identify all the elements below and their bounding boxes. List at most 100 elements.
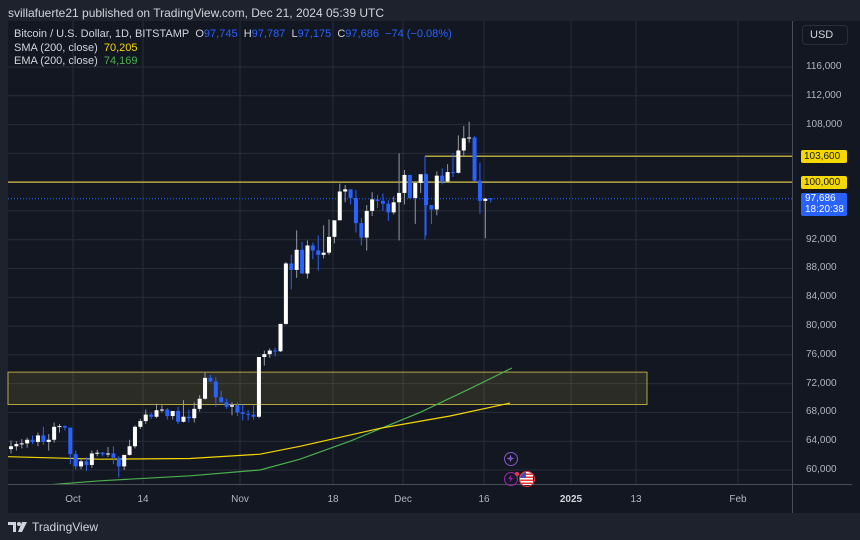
candle-body[interactable] [224, 402, 229, 407]
candle-body[interactable] [256, 357, 261, 417]
candle-body[interactable] [9, 446, 13, 450]
candle-body[interactable] [445, 172, 450, 182]
candle-body[interactable] [14, 444, 19, 447]
candle-body[interactable] [456, 150, 461, 173]
candle-body[interactable] [143, 414, 148, 422]
candle-body[interactable] [19, 443, 24, 445]
candle-body[interactable] [176, 410, 181, 422]
candle-body[interactable] [149, 414, 154, 417]
candle-body[interactable] [100, 452, 105, 455]
candle-body[interactable] [246, 413, 251, 415]
candle-body[interactable] [116, 457, 121, 467]
candle-body[interactable] [278, 323, 283, 352]
candle-body[interactable] [89, 453, 94, 465]
candle-body[interactable] [450, 172, 455, 174]
candle-body[interactable] [316, 250, 321, 255]
candle-body[interactable] [440, 175, 445, 182]
candle-body[interactable] [159, 409, 164, 411]
candle-body[interactable] [219, 397, 224, 403]
candle-body[interactable] [434, 175, 439, 210]
candle-body[interactable] [229, 405, 234, 407]
candle-body[interactable] [488, 198, 493, 200]
candle-body[interactable] [364, 210, 369, 238]
candle-body[interactable] [46, 439, 51, 442]
candle-body[interactable] [332, 220, 337, 237]
candle-body[interactable] [353, 197, 358, 224]
candle-body[interactable] [41, 435, 46, 442]
candle-body[interactable] [132, 426, 137, 447]
candle-body[interactable] [73, 454, 78, 467]
candle-body[interactable] [327, 236, 332, 253]
candle-body[interactable] [337, 191, 342, 221]
sma-row[interactable]: SMA (200, close) 70,205 [14, 41, 138, 54]
candle-body[interactable] [95, 452, 100, 454]
lightning-event-icon[interactable] [504, 472, 518, 486]
candle-body[interactable] [402, 174, 407, 193]
candle-body[interactable] [25, 439, 30, 444]
candle-body[interactable] [429, 205, 434, 210]
candle-body[interactable] [127, 446, 132, 455]
candle-body[interactable] [186, 416, 191, 419]
candle-body[interactable] [170, 410, 175, 417]
candle-body[interactable] [472, 137, 477, 181]
candle-body[interactable] [380, 200, 385, 204]
candle-body[interactable] [192, 408, 197, 419]
candle-body[interactable] [52, 426, 57, 440]
candle-body[interactable] [262, 354, 267, 358]
candle-body[interactable] [407, 174, 412, 198]
candle-body[interactable] [213, 381, 218, 398]
candle-body[interactable] [300, 249, 305, 274]
candle-body[interactable] [424, 174, 429, 206]
idea-event-icon[interactable] [504, 452, 518, 466]
ema-row[interactable]: EMA (200, close) 74,169 [14, 55, 138, 67]
candle-body[interactable] [251, 414, 256, 417]
us-flag-event-icon[interactable] [519, 471, 535, 487]
candle-body[interactable] [208, 377, 213, 382]
candle-body[interactable] [240, 412, 245, 414]
candle-body[interactable] [386, 203, 391, 213]
candle-body[interactable] [165, 409, 170, 417]
candle-body[interactable] [289, 263, 294, 270]
candle-body[interactable] [84, 461, 89, 465]
candle-body[interactable] [138, 421, 143, 427]
candle-body[interactable] [122, 454, 127, 467]
candle-body[interactable] [35, 435, 40, 442]
candle-body[interactable] [273, 350, 278, 352]
candle-body[interactable] [111, 453, 116, 458]
candle-body[interactable] [79, 461, 84, 467]
candle-body[interactable] [348, 189, 353, 198]
candle-body[interactable] [359, 223, 364, 238]
candle-body[interactable] [68, 427, 73, 455]
candle-body[interactable] [181, 416, 186, 422]
candle-body[interactable] [62, 426, 67, 428]
tradingview-logo[interactable]: TradingView [8, 520, 98, 534]
candle-body[interactable] [397, 192, 402, 203]
candle-body[interactable] [321, 252, 326, 255]
candle-body[interactable] [294, 249, 299, 270]
candle-body[interactable] [305, 245, 310, 274]
candle-body[interactable] [477, 180, 482, 201]
candle-body[interactable] [57, 426, 62, 428]
candle-body[interactable] [461, 138, 466, 151]
candle-body[interactable] [343, 189, 348, 192]
candle-body[interactable] [310, 245, 315, 251]
symbol-row[interactable]: Bitcoin / U.S. Dollar, 1D, BITSTAMP O97,… [14, 28, 452, 40]
currency-button[interactable]: USD [802, 25, 848, 45]
candle-body[interactable] [106, 453, 111, 455]
candle-body[interactable] [197, 398, 202, 409]
candle-body[interactable] [267, 350, 272, 355]
candle-body[interactable] [235, 405, 240, 413]
candle-body[interactable] [154, 410, 159, 417]
candle-body[interactable] [283, 263, 288, 324]
candle-body[interactable] [203, 377, 208, 399]
candle-body[interactable] [370, 199, 375, 211]
candle-body[interactable] [391, 202, 396, 213]
candle-body[interactable] [418, 174, 423, 183]
candle-body[interactable] [467, 137, 472, 139]
chart-frame[interactable] [8, 21, 860, 513]
candle-body[interactable] [413, 182, 418, 198]
candle-body[interactable] [375, 199, 380, 201]
candle-body[interactable] [30, 439, 35, 442]
candle-body[interactable] [483, 198, 488, 201]
